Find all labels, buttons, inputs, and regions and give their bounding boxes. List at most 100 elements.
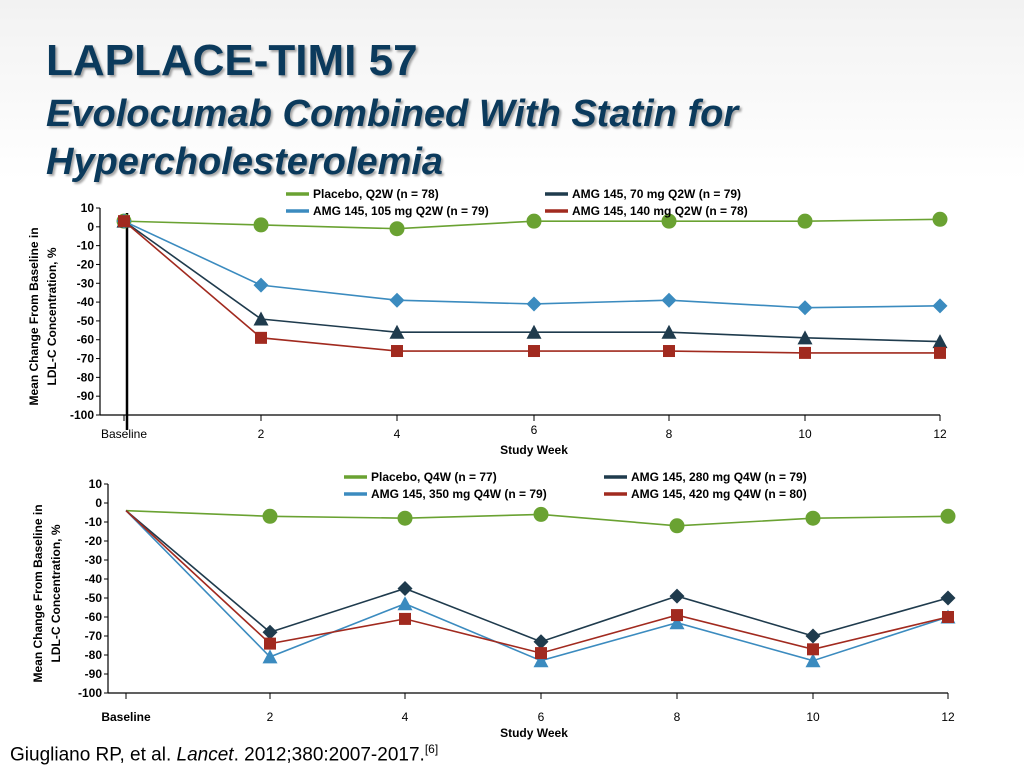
slide-subtitle: Evolocumab Combined With Statin for Hype… <box>46 93 739 183</box>
y-tick-label: -10 <box>77 239 95 253</box>
data-point <box>934 346 946 359</box>
data-point <box>389 292 405 308</box>
series-2 <box>116 213 948 316</box>
y-tick-label: 0 <box>87 220 94 234</box>
x-tick-label: 10 <box>806 710 820 724</box>
data-point <box>940 590 956 606</box>
data-point <box>253 311 269 326</box>
x-tick-label: 2 <box>267 710 274 724</box>
y-axis-title-line1: Mean Change From Baseline in <box>27 227 41 405</box>
y-tick-label: -20 <box>77 257 95 271</box>
x-tick-label: 6 <box>538 710 545 724</box>
x-tick-label: 8 <box>666 427 673 441</box>
data-point <box>528 345 540 358</box>
x-tick-label: 6 <box>531 423 538 437</box>
data-point <box>661 324 677 339</box>
data-point <box>262 508 278 524</box>
data-point <box>805 510 821 526</box>
legend-label: AMG 145, 105 mg Q2W (n = 79) <box>313 204 489 218</box>
y-tick-label: -80 <box>77 370 95 384</box>
data-point <box>805 628 821 644</box>
slide-title: LAPLACE-TIMI 57 <box>46 36 418 85</box>
x-tick-label: 4 <box>394 427 401 441</box>
data-point <box>807 643 819 656</box>
series-0 <box>116 211 948 237</box>
data-point <box>255 331 267 344</box>
data-point <box>799 346 811 359</box>
citation-journal: Lancet <box>176 744 234 766</box>
data-point <box>262 624 278 640</box>
data-point <box>661 292 677 308</box>
data-point <box>262 649 278 664</box>
data-point <box>669 518 685 534</box>
data-point <box>389 221 405 237</box>
data-point <box>797 213 813 229</box>
x-tick-label: 10 <box>798 427 812 441</box>
data-point <box>397 596 413 611</box>
y-tick-label: -70 <box>85 629 103 643</box>
y-tick-label: -50 <box>85 591 103 605</box>
data-point <box>669 615 685 630</box>
y-tick-label: -40 <box>77 295 95 309</box>
citation-details: . 2012;380:2007-2017. <box>233 744 425 766</box>
data-point <box>805 653 821 668</box>
data-point <box>932 298 948 314</box>
data-point <box>526 213 542 229</box>
series-line <box>123 220 941 343</box>
series-1 <box>125 509 956 650</box>
data-point <box>942 611 954 623</box>
data-point <box>661 213 677 229</box>
series-3 <box>118 215 946 359</box>
y-tick-label: -90 <box>85 667 103 681</box>
data-point <box>535 647 547 660</box>
citation: Giugliano RP, et al. Lancet. 2012;380:20… <box>10 742 438 766</box>
chart-q2w: 10 0 -10 -20 -30 -40 -50 -60 -70 -80 -90 -100 Baseli… <box>27 187 948 457</box>
legend-label: AMG 145, 280 mg Q4W (n = 79) <box>631 470 807 484</box>
y-tick-label: -30 <box>85 553 103 567</box>
data-point <box>533 634 549 650</box>
data-point <box>526 296 542 312</box>
series-1 <box>116 213 948 349</box>
data-point <box>533 506 549 522</box>
y-tick-label: -30 <box>77 276 95 290</box>
citation-authors: Giugliano RP, et al. <box>10 744 172 766</box>
legend-label: Placebo, Q2W (n = 78) <box>313 187 439 201</box>
data-point <box>118 215 130 228</box>
data-point <box>663 345 675 358</box>
y-axis-title-line2: LDL-C Concentration, % <box>49 524 63 662</box>
x-tick-label: 12 <box>941 710 955 724</box>
y-tick-label: -60 <box>77 333 95 347</box>
series-line <box>125 509 949 643</box>
x-tick-label: Baseline <box>101 710 151 724</box>
series-3 <box>125 510 954 660</box>
series-0 <box>125 506 956 534</box>
data-point <box>526 324 542 339</box>
chart-q4w: 10 0 -10 -20 -30 -40 -50 -60 -70 -80 -90 -100 Baseli… <box>31 470 956 740</box>
series-line <box>125 510 949 662</box>
data-point <box>797 330 813 345</box>
x-tick-label: 12 <box>933 427 947 441</box>
data-point <box>389 324 405 339</box>
data-point <box>669 588 685 604</box>
data-point <box>253 217 269 233</box>
y-tick-label: 10 <box>89 477 103 491</box>
y-tick-label: 0 <box>95 496 102 510</box>
data-point <box>940 508 956 524</box>
y-tick-label: -40 <box>85 572 103 586</box>
x-tick-label: 8 <box>674 710 681 724</box>
legend-label: AMG 145, 140 mg Q2W (n = 78) <box>572 204 748 218</box>
data-point <box>399 612 411 625</box>
data-point <box>797 300 813 316</box>
data-point <box>264 637 276 650</box>
y-axis-title-line2: LDL-C Concentration, % <box>45 247 59 385</box>
y-axis-title-line1: Mean Change From Baseline in <box>31 504 45 682</box>
legend-label: AMG 145, 420 mg Q4W (n = 80) <box>631 487 807 501</box>
legend-label: AMG 145, 70 mg Q2W (n = 79) <box>572 187 741 201</box>
y-tick-label: -90 <box>77 389 95 403</box>
y-tick-label: -70 <box>77 352 95 366</box>
data-point <box>397 510 413 526</box>
y-tick-label: -100 <box>78 686 102 700</box>
x-axis-title: Study Week <box>500 443 568 457</box>
data-point <box>397 581 413 596</box>
y-tick-label: -20 <box>85 534 103 548</box>
